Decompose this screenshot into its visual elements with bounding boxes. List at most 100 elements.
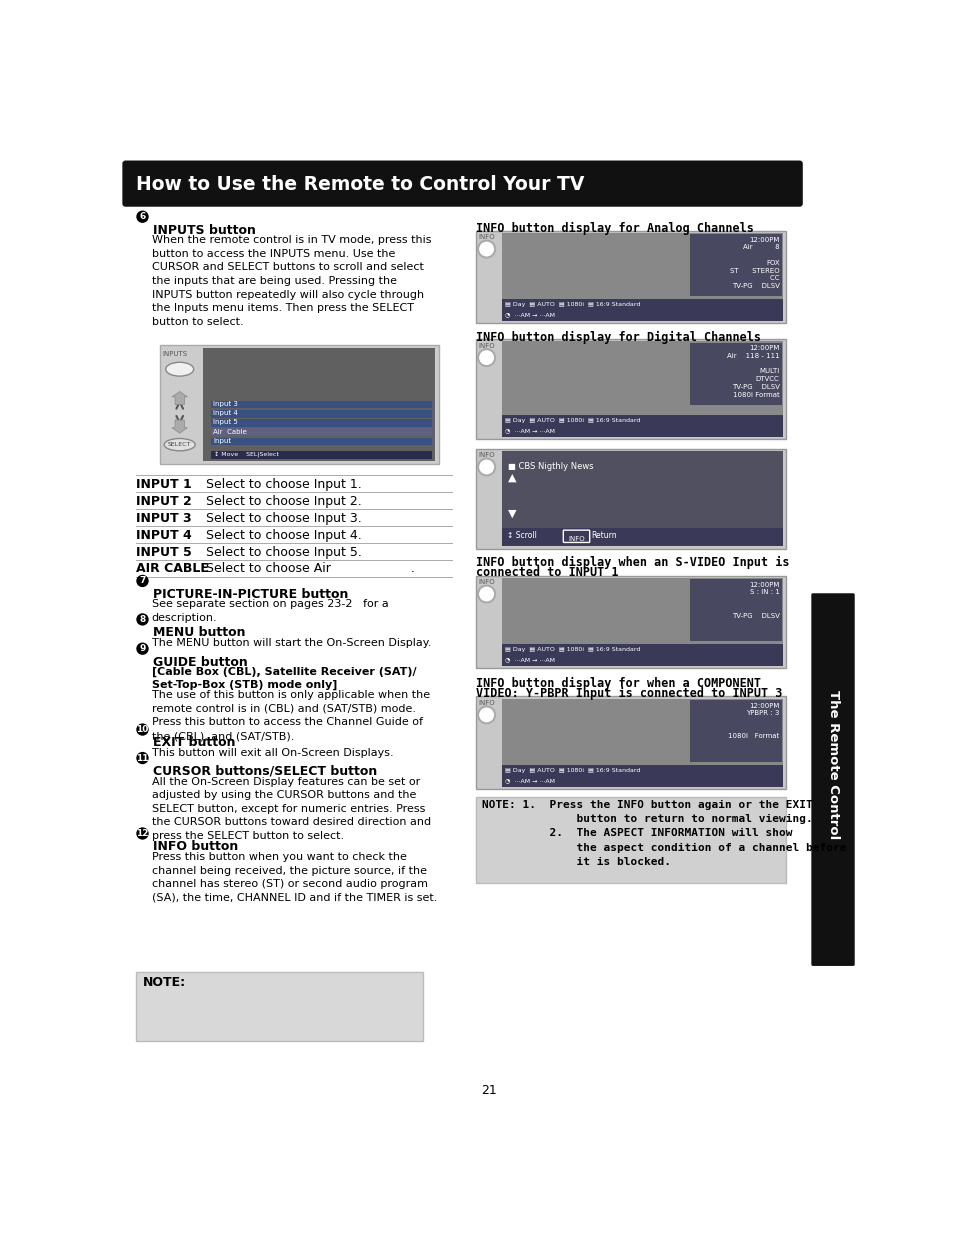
Circle shape — [477, 706, 495, 724]
Text: Select to choose Input 3.: Select to choose Input 3. — [206, 511, 361, 525]
Text: EXIT button: EXIT button — [153, 736, 235, 750]
Circle shape — [477, 241, 495, 258]
Circle shape — [477, 458, 495, 475]
FancyArrowPatch shape — [176, 401, 183, 409]
Text: 6: 6 — [139, 212, 146, 221]
FancyBboxPatch shape — [476, 797, 785, 883]
Text: INPUT 5: INPUT 5 — [136, 546, 192, 558]
Text: 11: 11 — [136, 753, 149, 762]
Text: Input 4: Input 4 — [213, 410, 237, 416]
Text: ▲: ▲ — [508, 472, 517, 483]
Text: 1080i   Format: 1080i Format — [727, 734, 779, 740]
Text: Air  Cable: Air Cable — [213, 429, 247, 435]
Text: TV-PG    DLSV: TV-PG DLSV — [731, 384, 779, 390]
Text: ▤ Day  ▤ AUTO  ▤ 1080i  ▤ 16:9 Standard: ▤ Day ▤ AUTO ▤ 1080i ▤ 16:9 Standard — [505, 303, 639, 308]
FancyBboxPatch shape — [501, 699, 782, 787]
FancyBboxPatch shape — [501, 451, 782, 546]
Text: INFO: INFO — [568, 536, 584, 542]
Text: INFO button display for Analog Channels: INFO button display for Analog Channels — [476, 222, 753, 235]
Text: [Cable Box (CBL), Satellite Receiver (SAT)/
Set-Top-Box (STB) mode only]: [Cable Box (CBL), Satellite Receiver (SA… — [152, 667, 416, 690]
FancyBboxPatch shape — [476, 448, 785, 548]
FancyBboxPatch shape — [690, 343, 781, 405]
FancyBboxPatch shape — [501, 764, 782, 787]
FancyBboxPatch shape — [211, 419, 432, 427]
Circle shape — [136, 574, 149, 587]
Text: 21: 21 — [480, 1084, 497, 1097]
Text: ↕ Scroll: ↕ Scroll — [506, 531, 536, 540]
FancyBboxPatch shape — [562, 530, 589, 542]
Text: Air    118 - 111: Air 118 - 111 — [726, 353, 779, 359]
Ellipse shape — [164, 438, 195, 451]
Text: See separate section on pages 23-2   for a
description.: See separate section on pages 23-2 for a… — [152, 599, 388, 622]
FancyBboxPatch shape — [203, 347, 435, 461]
FancyBboxPatch shape — [136, 972, 422, 1041]
Text: The Remote Control: The Remote Control — [825, 689, 839, 839]
Circle shape — [136, 642, 149, 655]
FancyBboxPatch shape — [501, 299, 782, 321]
Text: Select to choose Input 2.: Select to choose Input 2. — [206, 495, 361, 508]
Text: Return: Return — [591, 531, 617, 540]
Text: INFO: INFO — [478, 579, 495, 585]
FancyBboxPatch shape — [501, 415, 782, 437]
Text: CURSOR buttons/SELECT button: CURSOR buttons/SELECT button — [153, 764, 377, 778]
Text: INFO: INFO — [478, 235, 495, 241]
Text: Select to choose Input 5.: Select to choose Input 5. — [206, 546, 361, 558]
Text: INFO button display for Digital Channels: INFO button display for Digital Channels — [476, 331, 760, 343]
Text: MULTI: MULTI — [759, 368, 779, 374]
Text: 12:00PM: 12:00PM — [748, 703, 779, 709]
Text: FOX: FOX — [765, 259, 779, 266]
Circle shape — [477, 585, 495, 603]
FancyBboxPatch shape — [211, 451, 432, 458]
Text: All the On-Screen Display features can be set or
adjusted by using the CURSOR bu: All the On-Screen Display features can b… — [152, 777, 431, 841]
Text: ◔  ···AM → ···AM: ◔ ···AM → ···AM — [505, 429, 555, 433]
FancyBboxPatch shape — [501, 233, 782, 321]
Text: INFO button: INFO button — [153, 841, 238, 853]
FancyArrow shape — [172, 391, 187, 405]
FancyBboxPatch shape — [690, 235, 781, 296]
Circle shape — [136, 211, 149, 222]
Text: Select to choose Input 4.: Select to choose Input 4. — [206, 529, 361, 542]
Text: INPUTS button: INPUTS button — [153, 224, 256, 237]
Text: 12:00PM: 12:00PM — [748, 582, 779, 588]
Text: ST      STEREO: ST STEREO — [729, 268, 779, 273]
Text: INFO: INFO — [478, 343, 495, 350]
Text: INPUT 2: INPUT 2 — [136, 495, 192, 508]
Text: INPUT 1: INPUT 1 — [136, 478, 192, 490]
Text: When the remote control is in TV mode, press this
button to access the INPUTS me: When the remote control is in TV mode, p… — [152, 235, 431, 327]
FancyBboxPatch shape — [501, 527, 782, 546]
Text: 8: 8 — [139, 615, 146, 624]
FancyBboxPatch shape — [476, 576, 785, 668]
Ellipse shape — [166, 362, 193, 377]
Text: Input 5: Input 5 — [213, 420, 237, 425]
FancyBboxPatch shape — [501, 645, 782, 666]
Text: Input 3: Input 3 — [213, 401, 237, 406]
Circle shape — [477, 350, 495, 366]
Text: DTVCC: DTVCC — [755, 377, 779, 382]
FancyBboxPatch shape — [159, 345, 438, 464]
FancyBboxPatch shape — [476, 340, 785, 440]
Text: ↕ Move    SEL|Select: ↕ Move SEL|Select — [213, 451, 278, 457]
Circle shape — [136, 752, 149, 764]
Text: 12: 12 — [136, 829, 149, 839]
Text: TV-PG    DLSV: TV-PG DLSV — [731, 613, 779, 619]
Text: GUIDE button: GUIDE button — [153, 656, 248, 668]
Text: INPUTS: INPUTS — [162, 351, 188, 357]
Text: How to Use the Remote to Control Your TV: How to Use the Remote to Control Your TV — [136, 175, 584, 194]
Text: ◔  ···AM → ···AM: ◔ ···AM → ···AM — [505, 778, 555, 783]
FancyArrowPatch shape — [176, 416, 183, 422]
Text: SELECT: SELECT — [168, 442, 192, 447]
Text: ▤ Day  ▤ AUTO  ▤ 1080i  ▤ 16:9 Standard: ▤ Day ▤ AUTO ▤ 1080i ▤ 16:9 Standard — [505, 419, 639, 424]
Text: INPUT 4: INPUT 4 — [136, 529, 192, 542]
FancyBboxPatch shape — [501, 578, 782, 666]
FancyArrow shape — [172, 420, 187, 433]
Text: 10: 10 — [136, 725, 149, 734]
Text: ▼: ▼ — [508, 509, 517, 519]
Text: ▤ Day  ▤ AUTO  ▤ 1080i  ▤ 16:9 Standard: ▤ Day ▤ AUTO ▤ 1080i ▤ 16:9 Standard — [505, 768, 639, 773]
Text: Air          8: Air 8 — [742, 245, 779, 251]
Circle shape — [136, 614, 149, 626]
Text: INFO button display for when a COMPONENT: INFO button display for when a COMPONENT — [476, 677, 760, 690]
FancyBboxPatch shape — [211, 437, 432, 446]
FancyBboxPatch shape — [476, 697, 785, 789]
Circle shape — [136, 827, 149, 840]
FancyBboxPatch shape — [810, 593, 854, 966]
